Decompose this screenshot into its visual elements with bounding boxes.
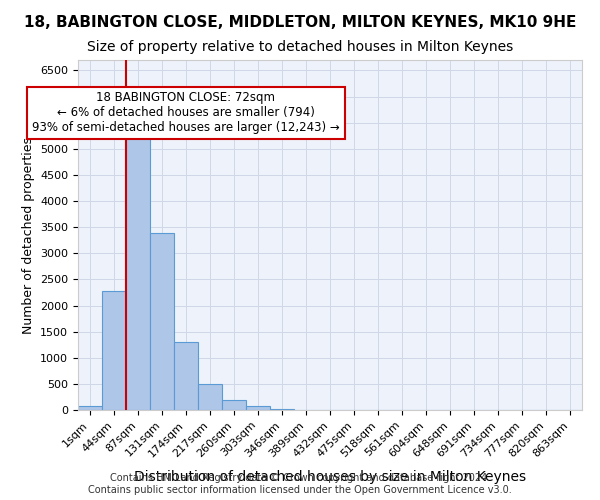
Bar [174, 342, 198, 410]
Text: 18, BABINGTON CLOSE, MIDDLETON, MILTON KEYNES, MK10 9HE: 18, BABINGTON CLOSE, MIDDLETON, MILTON K… [24, 15, 576, 30]
Bar [222, 400, 246, 410]
Text: Size of property relative to detached houses in Milton Keynes: Size of property relative to detached ho… [87, 40, 513, 54]
X-axis label: Distribution of detached houses by size in Milton Keynes: Distribution of detached houses by size … [134, 470, 526, 484]
Bar [126, 127, 150, 410]
Bar [198, 384, 222, 410]
Text: 18 BABINGTON CLOSE: 72sqm
← 6% of detached houses are smaller (794)
93% of semi-: 18 BABINGTON CLOSE: 72sqm ← 6% of detach… [32, 92, 340, 134]
Bar [150, 234, 174, 410]
Bar [270, 409, 294, 410]
Y-axis label: Number of detached properties: Number of detached properties [22, 136, 35, 334]
Bar [246, 406, 270, 410]
Text: Contains HM Land Registry data © Crown copyright and database right 2024.
Contai: Contains HM Land Registry data © Crown c… [88, 474, 512, 495]
Bar [78, 406, 102, 410]
Bar [102, 292, 126, 410]
